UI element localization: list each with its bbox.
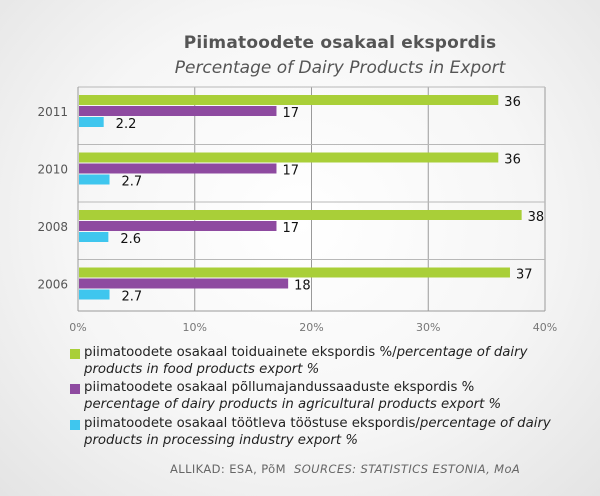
- legend-label-food-en: percentage of dairy products in food pro…: [84, 345, 528, 377]
- sources-en: SOURCES: STATISTICS ESTONIA, MoA: [294, 462, 521, 476]
- data-label: 2.7: [122, 290, 143, 305]
- data-label: 2.6: [120, 232, 141, 247]
- bars: 36 17 2.2 36 17 2.7 38 17 2.6 37 18 2.7: [79, 95, 544, 305]
- x-tick-label: 40%: [533, 321, 557, 334]
- data-label: 18: [294, 279, 311, 294]
- bar: [79, 232, 109, 242]
- legend-label-food-et: piimatoodete osakaal toiduainete ekspord…: [84, 345, 397, 360]
- sources-note: ALLIKAD: ESA, PõM SOURCES: STATISTICS ES…: [170, 462, 590, 476]
- data-label: 2.2: [116, 117, 137, 132]
- bar: [79, 289, 110, 300]
- chart-subtitle: Percentage of Dairy Products in Export: [174, 58, 506, 78]
- bar: [79, 221, 277, 231]
- bar: [79, 267, 510, 278]
- x-tick-label: 20%: [299, 321, 323, 334]
- x-tick-label: 10%: [183, 321, 207, 334]
- bar: [79, 163, 277, 174]
- x-tick-label: 30%: [416, 321, 440, 334]
- data-label: 36: [504, 95, 521, 110]
- legend-label-agricultural-en: percentage of dairy products in agricult…: [84, 397, 502, 412]
- legend-label-agricultural-et: piimatoodete osakaal põllumajandussaadus…: [84, 380, 475, 395]
- bar: [79, 210, 522, 220]
- bar: [79, 106, 277, 116]
- data-label: 2.7: [122, 175, 143, 190]
- axes: 0% 10% 20% 30% 40% 2011 2010 2008 2006: [37, 87, 557, 334]
- y-category-label: 2011: [37, 105, 68, 119]
- bar: [79, 278, 289, 289]
- data-label: 17: [282, 106, 299, 121]
- legend-swatch-food: [70, 349, 80, 359]
- bar: [79, 117, 104, 127]
- legend-label-processing-en: percentage of dairy products in processi…: [84, 416, 551, 448]
- x-tick-label: 0%: [69, 321, 86, 334]
- legend-swatch-processing: [70, 420, 80, 430]
- legend-label-processing-et: piimatoodete osakaal töötleva tööstuse e…: [84, 416, 420, 431]
- sources-et: ALLIKAD: ESA, PõM: [170, 462, 286, 476]
- y-category-label: 2006: [37, 278, 68, 292]
- data-label: 37: [516, 268, 533, 283]
- data-label: 38: [528, 210, 545, 225]
- grid-lines: [78, 86, 546, 311]
- data-label: 17: [282, 221, 299, 236]
- legend-swatch-agricultural: [70, 384, 80, 394]
- bar: [79, 95, 499, 105]
- bar: [79, 152, 499, 163]
- bar: [79, 174, 110, 185]
- data-label: 17: [282, 164, 299, 179]
- chart-title: Piimatoodete osakaal ekspordis: [183, 33, 497, 53]
- data-label: 36: [504, 153, 521, 168]
- y-category-label: 2010: [37, 163, 68, 177]
- y-category-label: 2008: [37, 220, 68, 234]
